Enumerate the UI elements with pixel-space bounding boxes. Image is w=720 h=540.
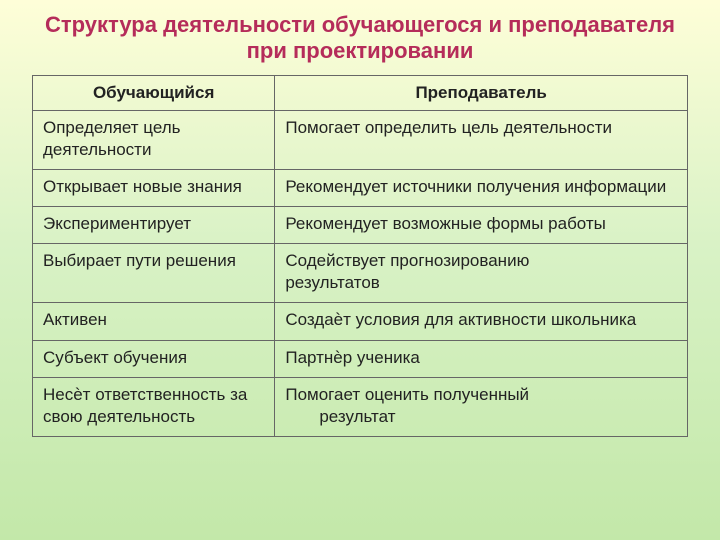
cell-teacher-line2: результатов — [285, 273, 379, 292]
table-header-row: Обучающийся Преподаватель — [33, 75, 688, 110]
table-row: Активен Создаѐт условия для активности ш… — [33, 303, 688, 340]
cell-teacher: Создаѐт условия для активности школьника — [275, 303, 688, 340]
col-header-teacher: Преподаватель — [275, 75, 688, 110]
slide-title: Структура деятельности обучающегося и пр… — [32, 12, 688, 65]
table-row: Несѐт ответственность за свою деятельнос… — [33, 377, 688, 436]
cell-student: Экспериментирует — [33, 207, 275, 244]
table-row: Открывает новые знания Рекомендует источ… — [33, 170, 688, 207]
cell-teacher: Содействует прогнозированию результатов — [275, 244, 688, 303]
cell-teacher: Партнѐр ученика — [275, 340, 688, 377]
cell-student: Несѐт ответственность за свою деятельнос… — [33, 377, 275, 436]
cell-teacher-line2: результат — [285, 406, 677, 428]
cell-teacher: Помогает оценить полученный результат — [275, 377, 688, 436]
cell-teacher: Рекомендует возможные формы работы — [275, 207, 688, 244]
cell-teacher-line1: Помогает оценить полученный — [285, 385, 529, 404]
table-row: Выбирает пути решения Содействует прогно… — [33, 244, 688, 303]
col-header-student: Обучающийся — [33, 75, 275, 110]
cell-teacher: Помогает определить цель деятельности — [275, 110, 688, 169]
table-row: Субъект обучения Партнѐр ученика — [33, 340, 688, 377]
cell-teacher: Рекомендует источники получения информац… — [275, 170, 688, 207]
table-row: Экспериментирует Рекомендует возможные ф… — [33, 207, 688, 244]
cell-student: Активен — [33, 303, 275, 340]
table-row: Определяет цель деятельности Помогает оп… — [33, 110, 688, 169]
cell-student: Субъект обучения — [33, 340, 275, 377]
slide: Структура деятельности обучающегося и пр… — [0, 0, 720, 540]
cell-student: Выбирает пути решения — [33, 244, 275, 303]
cell-teacher-line1: Содействует прогнозированию — [285, 251, 529, 270]
cell-student: Определяет цель деятельности — [33, 110, 275, 169]
cell-student: Открывает новые знания — [33, 170, 275, 207]
activity-table: Обучающийся Преподаватель Определяет цел… — [32, 75, 688, 437]
